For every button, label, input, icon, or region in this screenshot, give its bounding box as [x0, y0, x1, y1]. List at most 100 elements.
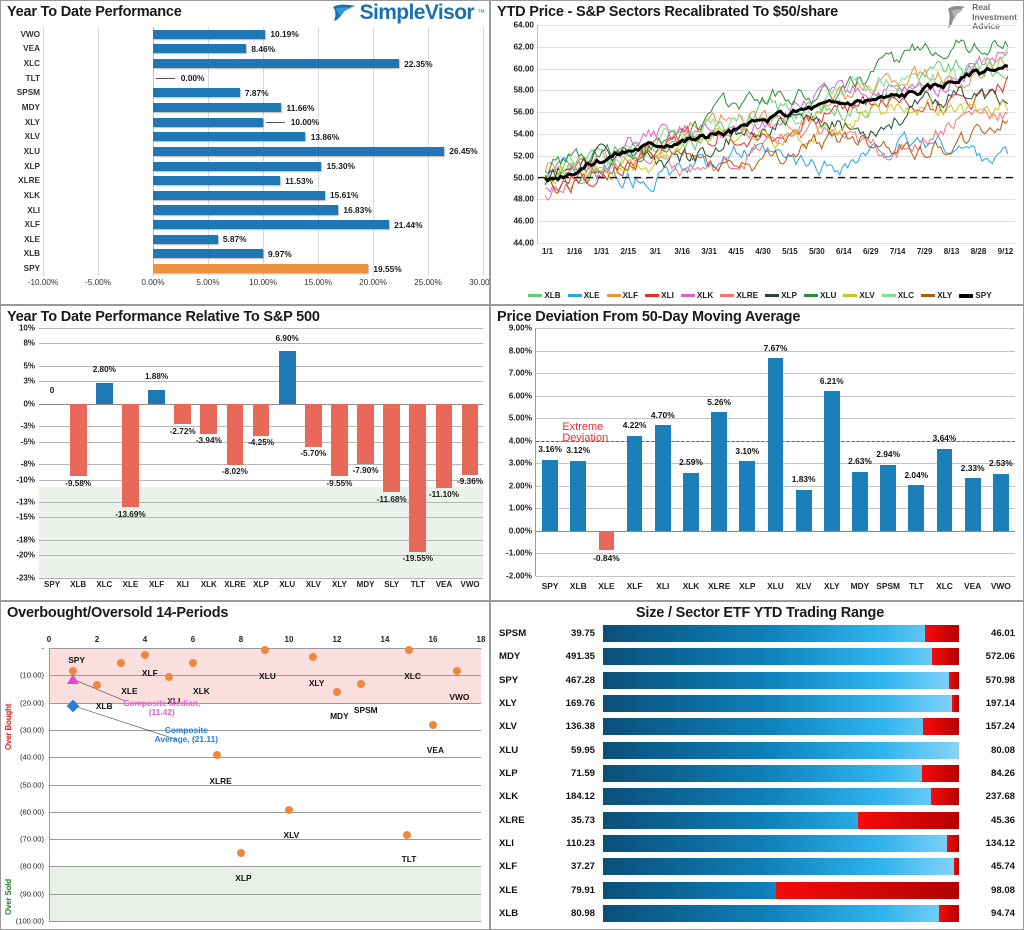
scatter-point-spy[interactable] [69, 667, 77, 676]
scatter-point-xly[interactable] [309, 653, 317, 662]
scatter-point-xlv[interactable] [285, 805, 293, 814]
gridline [39, 464, 483, 466]
range-current-marker [953, 858, 959, 876]
bar-column: 3.64% XLC [930, 328, 958, 591]
bar-column: -3.94% XLK [196, 328, 222, 589]
bar [153, 264, 369, 274]
table-row: XLV 136.38 157.24 [495, 715, 1019, 738]
category-label: SPSM [16, 88, 40, 98]
range-current-marker [857, 811, 959, 829]
bar [331, 403, 348, 477]
legend-item-xlu[interactable]: XLU [804, 291, 836, 300]
range-high-value: 237.68 [985, 791, 1015, 803]
bar-column: 2.63% MDY [846, 328, 874, 591]
bar-value-label: -4.25% [248, 438, 275, 448]
legend-label: XLU [820, 291, 837, 300]
bar [153, 117, 263, 127]
x-axis-tick: XLV [305, 580, 321, 589]
gridline [39, 479, 483, 481]
gridline [49, 675, 481, 677]
category-label: XLF [24, 220, 40, 230]
x-axis-tick: XLU [279, 580, 296, 589]
y-axis-tick: -10% [16, 475, 35, 484]
simplevisor-eagle-icon [332, 4, 355, 21]
x-axis-tick: SLY [384, 580, 400, 589]
scatter-point-xlb[interactable] [93, 681, 101, 690]
x-axis-tick: 1/31 [593, 247, 610, 256]
legend-item-xlb[interactable]: XLB [528, 291, 561, 300]
legend-item-xlp[interactable]: XLP [765, 291, 797, 300]
x-axis-tick: XLY [332, 580, 347, 589]
gridline [536, 328, 1015, 329]
gridline [536, 350, 1015, 352]
gridline [39, 555, 483, 557]
x-axis-tick: XLV [795, 581, 812, 591]
bar [174, 403, 192, 425]
x-axis-tick: XLB [70, 580, 87, 589]
x-axis-tick: XLI [656, 581, 670, 591]
range-high-value: 570.98 [985, 674, 1015, 686]
range-ticker: XLK [499, 791, 519, 803]
x-axis-tick: VEA [964, 581, 982, 591]
x-axis-tick: MDY [850, 581, 870, 591]
bar [153, 29, 266, 39]
legend-item-xlk[interactable]: XLK [680, 291, 713, 300]
x-axis-tick: SPY [44, 580, 61, 589]
legend-item-xlc[interactable]: XLC [881, 291, 914, 300]
bar [435, 403, 453, 488]
bar-row: XLP 15.30% [24, 159, 483, 174]
bar-column: 6.90% XLU [274, 328, 300, 589]
ria-eagle-icon [948, 6, 966, 29]
scatter-point-tlt[interactable] [402, 831, 411, 839]
scatter-point-xlk[interactable] [188, 659, 197, 668]
scatter-point-xlu[interactable] [261, 646, 269, 655]
scatter-point-mdy[interactable] [332, 687, 341, 696]
legend-item-xlf[interactable]: XLF [606, 291, 638, 300]
scatter-point-xle[interactable] [116, 659, 125, 668]
range-current-marker [949, 671, 959, 689]
scatter-label-spsm: SPSM [353, 705, 378, 716]
scatter-label-xly: XLY [308, 678, 325, 689]
gridline [39, 517, 483, 519]
x-axis-tick: XLE [598, 581, 615, 591]
scatter-point-xli[interactable] [165, 672, 173, 681]
legend-item-spy[interactable]: SPY [959, 291, 992, 300]
legend-item-xly[interactable]: XLY [921, 291, 952, 300]
legend-item-xlre[interactable]: XLRE [720, 291, 758, 300]
range-ticker: XLRE [499, 814, 525, 826]
legend-item-xli[interactable]: XLI [645, 291, 674, 300]
scatter-point-vea[interactable] [429, 720, 437, 729]
scatter-label-xlb: XLB [95, 701, 113, 712]
y-axis-tick: (100.00) [15, 916, 44, 926]
category-label: TLT [25, 73, 40, 83]
range-current-marker [930, 788, 959, 806]
range-low-value: 80.98 [570, 907, 595, 919]
scatter-point-spsm[interactable] [357, 680, 365, 689]
x-axis-tick: 10 [284, 635, 294, 644]
scatter-point-xlc[interactable] [405, 646, 413, 655]
range-current-marker [925, 625, 959, 643]
scatter-point-xlre[interactable] [213, 751, 221, 760]
bar [69, 403, 87, 477]
x-axis-tick: XLE [122, 580, 139, 589]
legend-item-xle[interactable]: XLE [567, 291, 600, 300]
gridline [49, 784, 481, 786]
y-axis-tick: 62.00 [513, 42, 535, 52]
x-axis-tick: 1/16 [566, 247, 583, 256]
bar [823, 390, 840, 531]
gridline [536, 530, 1015, 532]
y-axis-tick: (40.00) [19, 752, 44, 762]
category-label: XLP [24, 161, 40, 171]
gridline [538, 155, 1015, 157]
scatter-point-xlf[interactable] [141, 650, 149, 659]
scatter-point-xlp[interactable] [237, 848, 245, 857]
x-axis-tick: 5/15 [782, 247, 798, 256]
legend-item-xlv[interactable]: XLV [843, 291, 875, 300]
gridline [536, 576, 1015, 577]
range-current-marker [939, 904, 959, 922]
scatter-point-vwo[interactable] [453, 666, 461, 675]
bar-value-label: -9.36% [457, 477, 484, 487]
x-axis-tick: 4/15 [728, 247, 744, 256]
x-axis-tick: 8 [238, 635, 244, 644]
ria-line-3: Advice [972, 21, 1000, 32]
